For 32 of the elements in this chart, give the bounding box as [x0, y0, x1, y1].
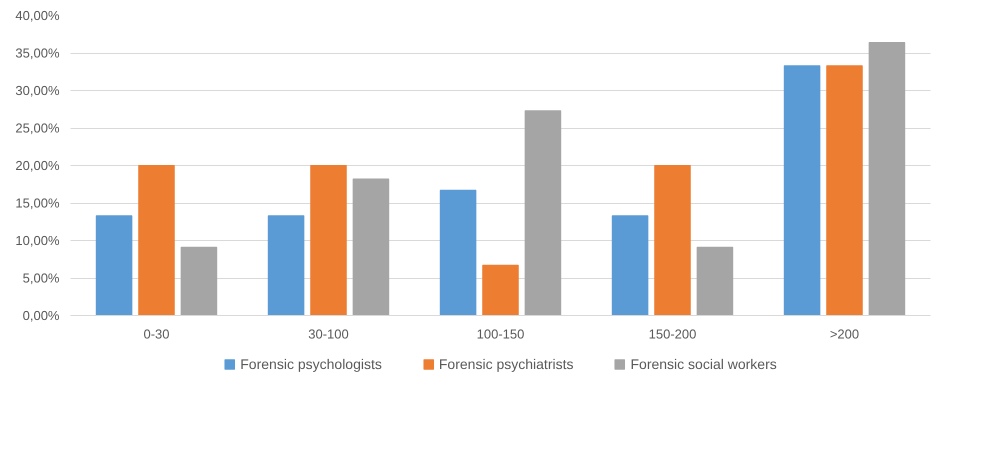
- bar: [826, 65, 863, 316]
- bar: [696, 246, 734, 316]
- bar: [784, 65, 820, 316]
- bar: [180, 246, 218, 316]
- x-tick-label: 0-30: [143, 326, 170, 342]
- y-tick-label: 5,00%: [22, 270, 60, 286]
- bar: [440, 190, 476, 316]
- y-tick-label: 35,00%: [15, 46, 60, 60]
- bar: [868, 42, 906, 316]
- legend-label: Forensic psychologists: [240, 356, 382, 372]
- y-tick-label: 10,00%: [15, 233, 60, 248]
- x-tick-label: 30-100: [308, 326, 349, 342]
- y-tick-label: 30,00%: [15, 83, 60, 98]
- legend-label: Forensic psychiatrists: [438, 356, 574, 372]
- y-tick-label: 20,00%: [15, 158, 60, 173]
- bar: [654, 165, 691, 316]
- y-tick-label: 25,00%: [15, 120, 60, 136]
- bar: [352, 178, 390, 316]
- bar: [138, 165, 175, 316]
- bar: [96, 215, 132, 316]
- bar: [310, 165, 347, 316]
- bar: [482, 264, 519, 316]
- y-tick-label: 15,00%: [15, 196, 60, 210]
- x-tick-label: 150-200: [648, 326, 696, 342]
- bar: [612, 215, 648, 316]
- bar: [268, 215, 304, 316]
- x-tick-label: >200: [830, 326, 860, 342]
- y-tick-label: 40,00%: [15, 8, 60, 23]
- y-tick-label: 0,00%: [22, 308, 60, 323]
- bar: [524, 110, 562, 316]
- x-tick-label: 100-150: [476, 326, 524, 342]
- legend-label: Forensic social workers: [630, 356, 777, 372]
